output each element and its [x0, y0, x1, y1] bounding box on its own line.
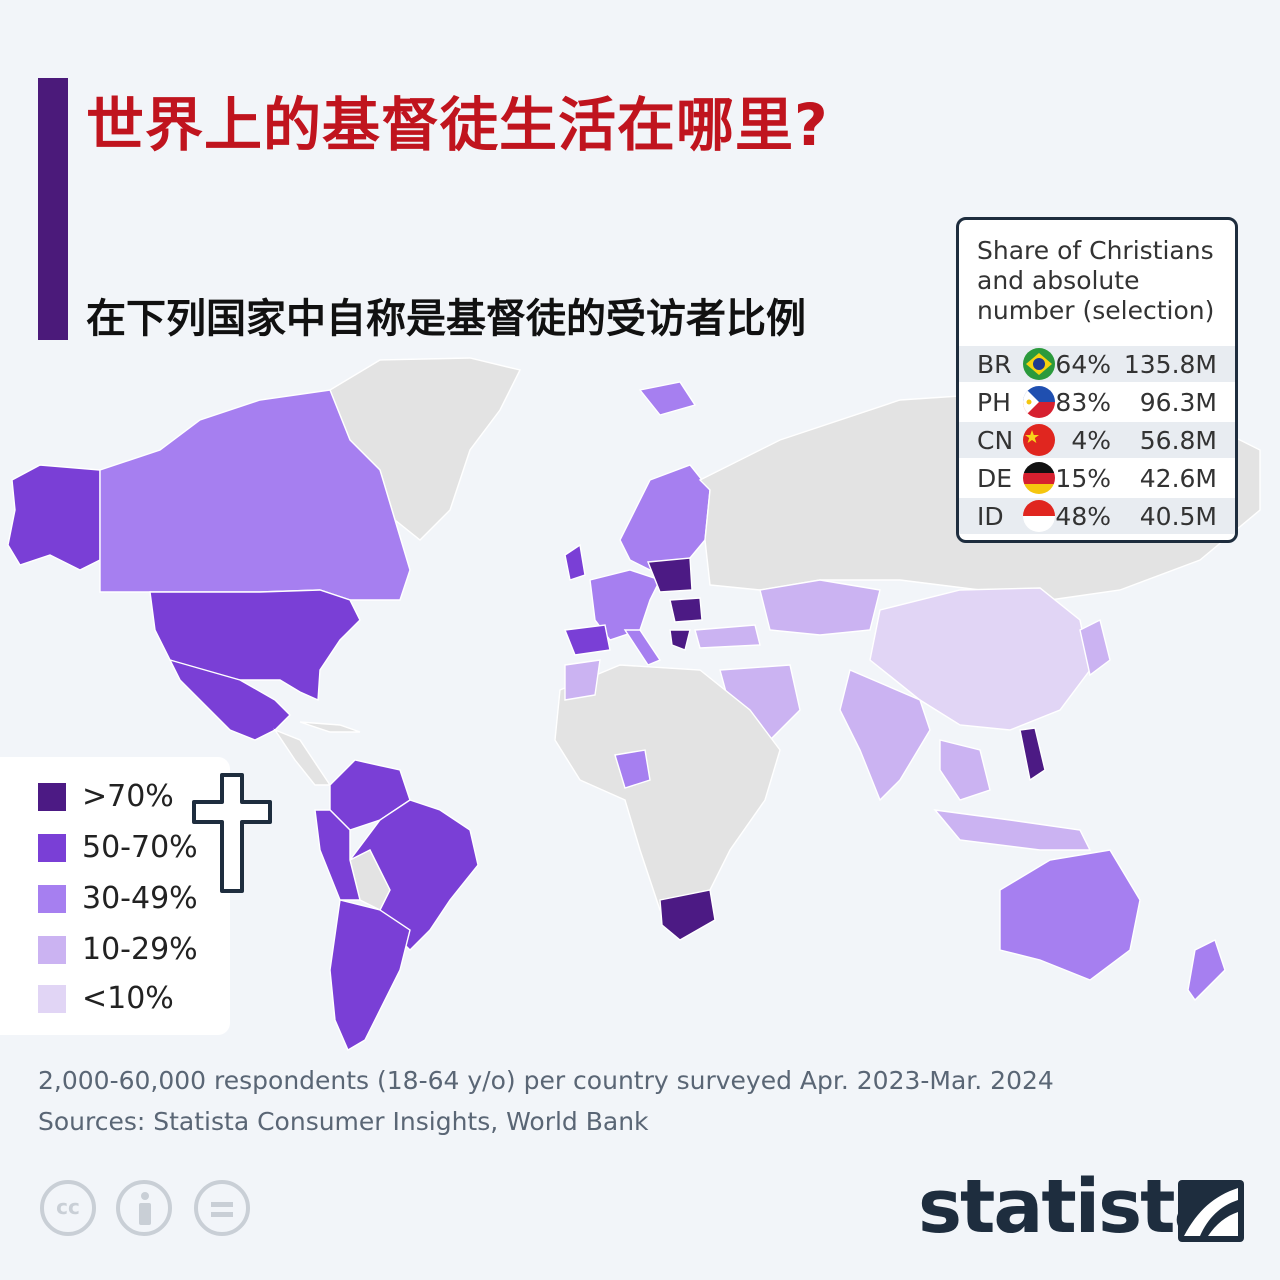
share-value: 4%: [1071, 426, 1111, 455]
brazil-flag-icon: [1023, 348, 1055, 380]
country-code: BR: [977, 350, 1012, 379]
italy: [623, 629, 662, 666]
legend: >70% 50-70% 30-49% 10-29% <10%: [0, 757, 230, 1035]
argentina-chile: [329, 899, 411, 1052]
southeast-asia: [939, 739, 991, 801]
legend-label: 10-29%: [82, 932, 198, 967]
south-africa: [659, 889, 716, 941]
cross-icon: [192, 773, 272, 893]
china-flag-icon: [1023, 424, 1055, 456]
absolute-number: 135.8M: [1123, 350, 1217, 379]
absolute-number: 96.3M: [1139, 388, 1217, 417]
arctic-islands: [638, 381, 697, 416]
legend-swatch: [38, 783, 66, 811]
kazakhstan: [759, 579, 881, 636]
spain: [564, 624, 611, 656]
japan: [1079, 618, 1111, 677]
absolute-number: 40.5M: [1139, 502, 1217, 531]
scandinavia: [619, 464, 711, 571]
alaska: [7, 464, 101, 571]
philippines: [1019, 727, 1046, 782]
attribution-icon[interactable]: [116, 1180, 172, 1236]
share-value: 48%: [1055, 502, 1111, 531]
christian-share-table: Share of Christians and absolute number …: [956, 217, 1238, 543]
sources-note: Sources: Statista Consumer Insights, Wor…: [38, 1107, 649, 1136]
australia: [999, 849, 1141, 981]
table-row: ID 48% 40.5M: [959, 498, 1235, 534]
romania: [669, 597, 703, 623]
survey-note: 2,000-60,000 respondents (18-64 y/o) per…: [38, 1066, 1054, 1095]
indonesia: [933, 809, 1092, 851]
legend-label: 30-49%: [82, 881, 198, 916]
country-code: PH: [977, 388, 1011, 417]
usa: [149, 589, 361, 702]
greece: [669, 629, 691, 651]
legend-swatch: [38, 936, 66, 964]
country-code: ID: [977, 502, 1004, 531]
table-row: BR 64% 135.8M: [959, 346, 1235, 382]
table-row: PH 83% 96.3M: [959, 384, 1235, 420]
share-value: 15%: [1055, 464, 1111, 493]
mexico: [168, 658, 291, 741]
indonesia-flag-icon: [1023, 500, 1055, 532]
table-heading: Share of Christians and absolute number …: [977, 236, 1215, 325]
page-subtitle: 在下列国家中自称是基督徒的受访者比例: [86, 296, 806, 342]
table-row: DE 15% 42.6M: [959, 460, 1235, 496]
absolute-number: 56.8M: [1139, 426, 1217, 455]
accent-bar: [38, 78, 68, 340]
country-code: CN: [977, 426, 1014, 455]
share-value: 83%: [1055, 388, 1111, 417]
share-value: 64%: [1055, 350, 1111, 379]
morocco: [564, 659, 601, 701]
nigeria: [614, 749, 651, 789]
turkey: [694, 624, 761, 649]
uk: [564, 543, 586, 581]
legend-label: 50-70%: [82, 830, 198, 865]
peru: [314, 809, 361, 901]
table-row: CN 4% 56.8M: [959, 422, 1235, 458]
germany-flag-icon: [1023, 462, 1055, 494]
legend-label: >70%: [82, 779, 174, 814]
western-europe: [589, 569, 661, 641]
india: [839, 669, 931, 802]
page-title: 世界上的基督徒生活在哪里?: [86, 91, 829, 159]
legend-swatch: [38, 885, 66, 913]
legend-swatch: [38, 985, 66, 1013]
legend-swatch: [38, 834, 66, 862]
country-code: DE: [977, 464, 1013, 493]
statista-logo[interactable]: statista: [918, 1164, 1223, 1250]
absolute-number: 42.6M: [1139, 464, 1217, 493]
statista-mark-icon: [1178, 1180, 1244, 1242]
no-derivatives-icon[interactable]: [194, 1180, 250, 1236]
poland: [647, 557, 693, 593]
central-america: [273, 728, 332, 786]
legend-label: <10%: [82, 981, 174, 1016]
caribbean: [299, 721, 361, 733]
philippines-flag-icon: [1023, 386, 1055, 418]
cc-icon[interactable]: cc: [40, 1180, 96, 1236]
new-zealand: [1187, 939, 1226, 1002]
china: [869, 587, 1091, 731]
